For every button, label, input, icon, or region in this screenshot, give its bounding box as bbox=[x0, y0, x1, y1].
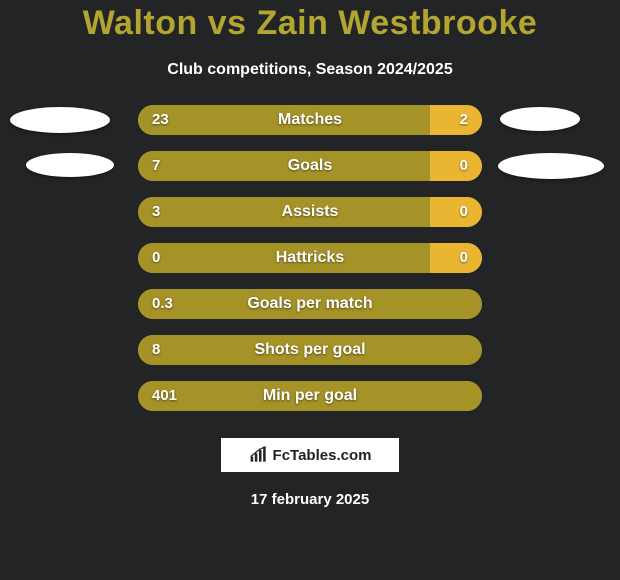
row-label: Assists bbox=[138, 197, 482, 227]
stat-rows: 232Matches 70Goals 30Assists 00Hattricks 0.3… bbox=[0, 105, 620, 411]
subtitle: Club competitions, Season 2024/2025 bbox=[0, 61, 620, 79]
stat-row: 401Min per goal bbox=[0, 381, 620, 411]
stat-row: 00Hattricks bbox=[0, 243, 620, 273]
stat-row: 70Goals bbox=[0, 151, 620, 181]
stat-row: 30Assists bbox=[0, 197, 620, 227]
stat-row: 8Shots per goal bbox=[0, 335, 620, 365]
stat-row: 232Matches bbox=[0, 105, 620, 135]
chart-icon bbox=[249, 446, 269, 464]
row-label: Min per goal bbox=[138, 381, 482, 411]
row-label: Goals per match bbox=[138, 289, 482, 319]
date-text: 17 february 2025 bbox=[0, 491, 620, 508]
row-label: Hattricks bbox=[138, 243, 482, 273]
brand-text: FcTables.com bbox=[273, 447, 372, 464]
page-title: Walton vs Zain Westbrooke bbox=[0, 4, 620, 43]
row-label: Matches bbox=[138, 105, 482, 135]
stat-row: 0.3Goals per match bbox=[0, 289, 620, 319]
comparison-infographic: Walton vs Zain Westbrooke Club competiti… bbox=[0, 0, 620, 580]
row-label: Shots per goal bbox=[138, 335, 482, 365]
brand-badge: FcTables.com bbox=[220, 437, 400, 473]
row-label: Goals bbox=[138, 151, 482, 181]
